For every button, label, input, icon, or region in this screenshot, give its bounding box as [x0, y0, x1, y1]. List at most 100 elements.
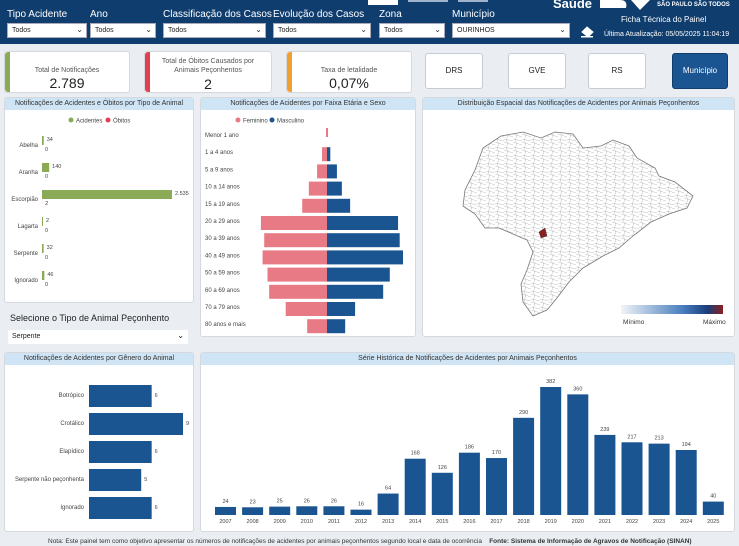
bar-ano [350, 509, 372, 515]
level-button-drs[interactable]: DRS [425, 53, 483, 89]
data-label: 382 [546, 379, 555, 385]
bar-genero [89, 385, 152, 407]
bar-masculino [327, 284, 384, 299]
kpi-title: Total de Notificações [34, 67, 100, 74]
bar-ano [594, 434, 616, 515]
axis-label: 2018 [517, 519, 529, 525]
data-label: 26 [304, 498, 310, 504]
kpi-accent [287, 52, 292, 92]
ficha-tecnica-link[interactable]: Ficha Técnica do Painel [621, 15, 707, 24]
panel-title: Notificações de Acidentes e Óbitos por T… [5, 98, 193, 110]
bar-feminino [307, 319, 327, 334]
kpi-value: 2.789 [49, 75, 85, 91]
bar-ano [404, 458, 426, 515]
filter-label: Ano [90, 9, 108, 20]
axis-label: 2008 [246, 519, 258, 525]
bar-ano [296, 506, 318, 515]
filter-select[interactable]: Todos ⌄ [163, 23, 266, 38]
bar-feminino [260, 216, 327, 230]
bar-genero [89, 469, 142, 491]
axis-label: Abelha [19, 143, 38, 149]
level-button-rs[interactable]: RS [588, 53, 646, 89]
data-label: 46 [47, 272, 53, 278]
chevron-down-icon: ⌄ [76, 25, 83, 34]
data-label: 290 [519, 410, 528, 416]
bar-ano [621, 442, 643, 515]
filter-select[interactable]: Todos ⌄ [379, 23, 445, 38]
bar-masculino [327, 198, 351, 213]
axis-label: 2007 [219, 519, 231, 525]
bar-ano [513, 417, 535, 515]
ourinhos-highlight [538, 227, 548, 239]
data-label: 170 [492, 450, 501, 456]
brand-saude: Saúde [553, 0, 593, 11]
axis-label: 2014 [409, 519, 421, 525]
data-label: 360 [573, 386, 582, 392]
time-series-chart: 24 2007 23 2008 25 2009 26 2010 26 2011 16 2012 64 20… [215, 379, 724, 525]
bar-ano [242, 507, 264, 515]
kpi-total-notificacoes: Total de Notificações 2.789 [4, 51, 130, 93]
data-label: 126 [438, 465, 447, 471]
sao-paulo-map[interactable]: Mínimo Máximo [423, 110, 736, 338]
legend-label: Feminino [243, 119, 268, 125]
bar-ano [702, 501, 724, 515]
panel-serie-historica: Série Histórica de Notificações de Acide… [200, 352, 735, 532]
chevron-down-icon: ⌄ [559, 25, 566, 34]
filter-label: Classificação dos Casos [163, 9, 272, 20]
bar-masculino [327, 302, 356, 316]
gender-chart: Botrópico 6 Crotálico 9 Elapídico 6 Serpente n… [15, 385, 189, 519]
axis-label: 2009 [274, 519, 286, 525]
bar-genero [89, 441, 152, 463]
axis-label: 2020 [572, 519, 584, 525]
filter-select[interactable]: Todos ⌄ [90, 23, 156, 38]
filter-ano: Ano Todos ⌄ [90, 9, 156, 38]
animal-selector-value: Serpente [12, 333, 41, 340]
bar-masculino [327, 147, 331, 162]
axis-label: 40 a 49 anos [205, 253, 240, 259]
axis-label: 20 a 29 anos [205, 219, 240, 225]
data-label: 32 [47, 245, 53, 251]
axis-label: 10 a 14 anos [205, 185, 240, 191]
government-logo-icon [600, 0, 650, 10]
panel-title: Notificações de Acidentes por Faixa Etár… [201, 98, 415, 110]
eraser-icon[interactable] [580, 26, 594, 38]
bar-ano [323, 506, 345, 515]
level-button-gve[interactable]: GVE [508, 53, 566, 89]
axis-label: Ignorado [60, 505, 84, 511]
bar-masculino [327, 233, 400, 248]
data-label: 6 [155, 393, 158, 399]
kpi-taxa-letalidade: Taxa de letalidade 0,07% [286, 51, 412, 93]
filter-select[interactable]: Todos ⌄ [7, 23, 87, 38]
bar-ano [648, 443, 670, 515]
bar-masculino [327, 267, 390, 282]
chevron-down-icon: ⌄ [177, 331, 184, 340]
data-label: 6 [155, 449, 158, 455]
axis-label: 60 a 69 anos [205, 288, 240, 294]
kpi-accent [145, 52, 150, 92]
footer: Nota: Este painel tem como objetivo apre… [48, 538, 692, 545]
legend-label: Masculino [277, 119, 305, 125]
axis-label: 2011 [328, 519, 340, 525]
bar-feminino [262, 250, 327, 265]
axis-label: Escorpião [11, 197, 38, 203]
axis-label: 2021 [599, 519, 611, 525]
animal-chart: Acidentes Óbitos Abelha 34 0 Aranha 140 0 Escorp… [11, 117, 189, 288]
filter-select[interactable]: OURINHOS ⌄ [452, 23, 570, 38]
bar-masculino [327, 181, 342, 196]
bar-feminino [267, 267, 327, 282]
bar-acidentes [42, 136, 44, 145]
data-label: 64 [385, 486, 391, 492]
animal-selector[interactable]: Serpente ⌄ [8, 330, 188, 344]
legend-gradient [621, 305, 723, 314]
filter-select[interactable]: Todos ⌄ [273, 23, 371, 38]
bar-feminino [308, 181, 327, 196]
axis-label: 2023 [653, 519, 665, 525]
bar-feminino-tip [326, 128, 328, 137]
filter-value: Todos [278, 27, 297, 34]
data-label: 6 [155, 505, 158, 511]
bar-masculino [327, 319, 346, 334]
bar-ano [377, 493, 399, 515]
level-button-municipio[interactable]: Município [672, 53, 728, 89]
axis-label: Ignorado [14, 278, 38, 284]
data-label: 239 [600, 427, 609, 433]
